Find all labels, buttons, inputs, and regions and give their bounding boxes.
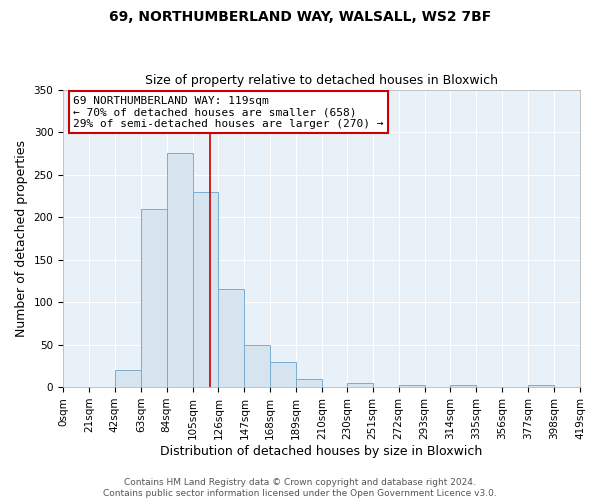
Bar — [141, 208, 167, 387]
Title: Size of property relative to detached houses in Bloxwich: Size of property relative to detached ho… — [145, 74, 498, 87]
Y-axis label: Number of detached properties: Number of detached properties — [15, 140, 28, 337]
Text: Contains HM Land Registry data © Crown copyright and database right 2024.
Contai: Contains HM Land Registry data © Crown c… — [103, 478, 497, 498]
X-axis label: Distribution of detached houses by size in Bloxwich: Distribution of detached houses by size … — [160, 444, 482, 458]
Bar — [271, 362, 296, 387]
Bar — [296, 378, 322, 387]
Bar — [347, 383, 373, 387]
Text: 69 NORTHUMBERLAND WAY: 119sqm
← 70% of detached houses are smaller (658)
29% of : 69 NORTHUMBERLAND WAY: 119sqm ← 70% of d… — [73, 96, 384, 128]
Bar — [218, 290, 244, 387]
Bar — [115, 370, 141, 387]
Bar — [451, 386, 476, 387]
Bar — [528, 384, 554, 387]
Bar — [193, 192, 218, 387]
Bar — [244, 344, 271, 387]
Bar — [398, 384, 425, 387]
Bar — [167, 154, 193, 387]
Text: 69, NORTHUMBERLAND WAY, WALSALL, WS2 7BF: 69, NORTHUMBERLAND WAY, WALSALL, WS2 7BF — [109, 10, 491, 24]
